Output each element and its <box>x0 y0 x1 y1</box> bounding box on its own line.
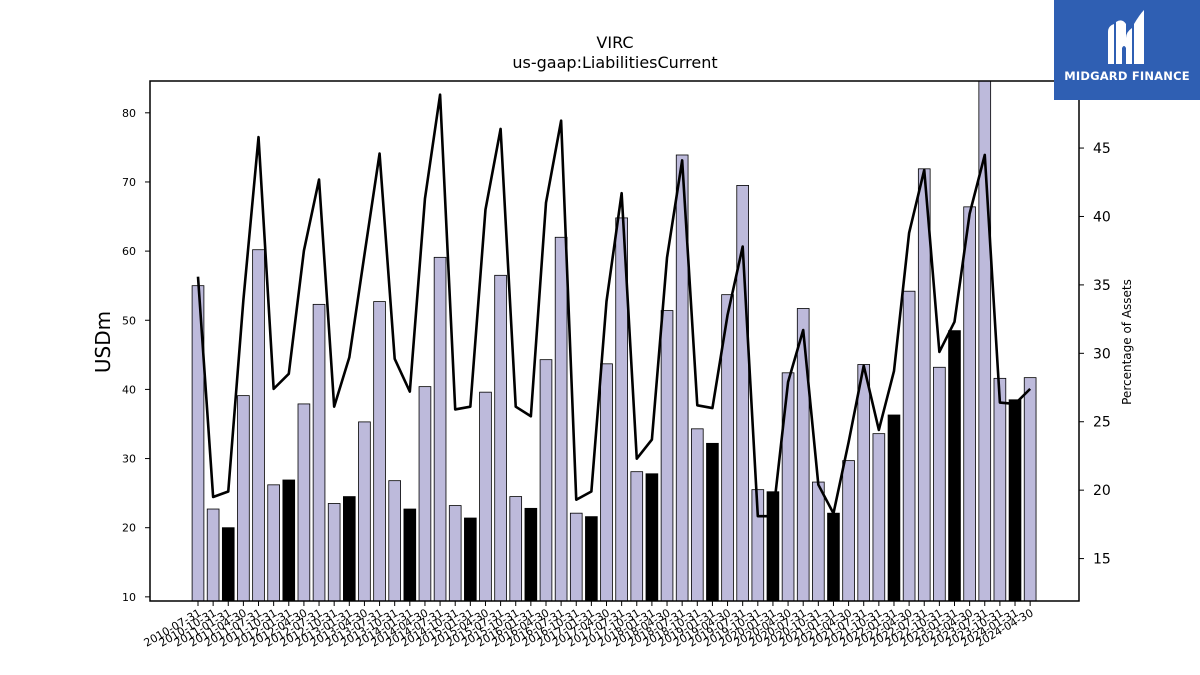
y-tick-label: 50 <box>122 314 136 327</box>
bar-2011-04-30 <box>237 395 250 602</box>
bar-2020-07-31 <box>796 308 810 602</box>
y-tick-label: 20 <box>122 522 136 535</box>
bar-2017-10-31 <box>630 471 644 602</box>
bar-2018-10-31 <box>690 428 704 602</box>
bar-2016-04-30 <box>539 359 553 602</box>
bar-2021-10-31 <box>872 433 886 602</box>
percentage-line <box>196 93 1032 518</box>
bar-2022-01-31 <box>887 414 901 602</box>
left-axis-ticks: 10 20 30 40 50 60 70 80 <box>122 107 150 604</box>
bar-2023-10-31 <box>993 377 1007 602</box>
bar-2018-01-31 <box>645 473 659 602</box>
bar-2024-01-31 <box>1008 399 1022 602</box>
y-tick-label: 80 <box>122 107 136 120</box>
y-tick-label: 40 <box>122 383 136 396</box>
bar-2023-04-30 <box>963 206 976 602</box>
bar-2012-01-31 <box>282 479 296 602</box>
bar-2020-10-31 <box>812 481 825 602</box>
bar-2013-10-31 <box>388 480 401 602</box>
logo-text: MIDGARD FINANCE <box>1064 69 1190 83</box>
bar-2024-04-30 <box>1023 377 1037 602</box>
bar-2011-07-31 <box>252 249 265 602</box>
bar-2013-07-31 <box>373 301 386 602</box>
bar-2012-10-31 <box>327 503 341 602</box>
bar-2011-01-31 <box>221 527 235 602</box>
bar-2018-04-30 <box>660 310 674 602</box>
y2-tick-label: 40 <box>1093 209 1111 225</box>
y2-tick-label: 15 <box>1093 552 1111 568</box>
bar-2022-10-31 <box>933 366 946 602</box>
bar-2015-07-31 <box>494 274 507 602</box>
bar-2014-07-31 <box>433 256 447 602</box>
y2-tick-label: 20 <box>1093 483 1111 499</box>
bar-2020-04-30 <box>781 372 795 602</box>
midgard-finance-logo: MIDGARD FINANCE <box>1054 0 1200 100</box>
bar-2022-04-30 <box>902 290 916 602</box>
bar-2021-01-31 <box>827 512 840 602</box>
bar-2015-10-31 <box>509 496 523 602</box>
chart-title: VIRC <box>596 33 633 52</box>
bar-2015-04-30 <box>479 391 492 602</box>
y2-tick-label: 25 <box>1093 415 1111 431</box>
bar-2014-04-30 <box>418 386 432 602</box>
bar-2013-01-31 <box>342 496 356 602</box>
y-tick-label: 60 <box>122 245 136 258</box>
bar-2010-10-31 <box>206 508 220 602</box>
bar-2016-10-31 <box>569 512 583 602</box>
x-axis-ticks: 2010-07-312010-10-312011-01-312011-04-30… <box>142 601 1036 650</box>
bar-2021-07-31 <box>857 364 871 602</box>
plot-frame <box>149 80 1080 602</box>
bar-2012-04-30 <box>297 403 311 602</box>
bar-2011-10-31 <box>267 484 280 602</box>
y2-axis-label: Percentage of Assets <box>1120 279 1134 405</box>
bar-2019-01-31 <box>706 442 719 602</box>
y-tick-label: 10 <box>122 591 136 604</box>
y-tick-label: 30 <box>122 453 136 466</box>
y2-tick-label: 30 <box>1093 346 1111 362</box>
chart-subtitle: us-gaap:LiabilitiesCurrent <box>512 53 717 72</box>
right-axis-ticks: 15 20 25 30 35 40 45 <box>1079 141 1111 568</box>
bar-2012-07-31 <box>312 303 326 602</box>
bar-2017-04-30 <box>600 363 613 602</box>
y-axis-label: USDm <box>91 311 115 373</box>
bar-2016-07-31 <box>554 236 568 602</box>
line-series <box>196 93 1032 518</box>
y2-tick-label: 35 <box>1093 278 1111 294</box>
bar-2013-04-30 <box>358 421 371 602</box>
bar-2014-01-31 <box>403 508 417 602</box>
bar-2023-01-31 <box>948 330 961 602</box>
y2-tick-label: 45 <box>1093 141 1111 157</box>
bar-2015-01-31 <box>464 517 477 602</box>
bar-series <box>191 80 1037 602</box>
y-tick-label: 70 <box>122 176 136 189</box>
bar-2016-01-31 <box>524 507 538 602</box>
bar-2021-04-30 <box>842 460 855 602</box>
logo-mark-icon <box>1108 10 1144 64</box>
bar-2017-01-31 <box>585 516 598 602</box>
bar-2014-10-31 <box>448 505 462 602</box>
